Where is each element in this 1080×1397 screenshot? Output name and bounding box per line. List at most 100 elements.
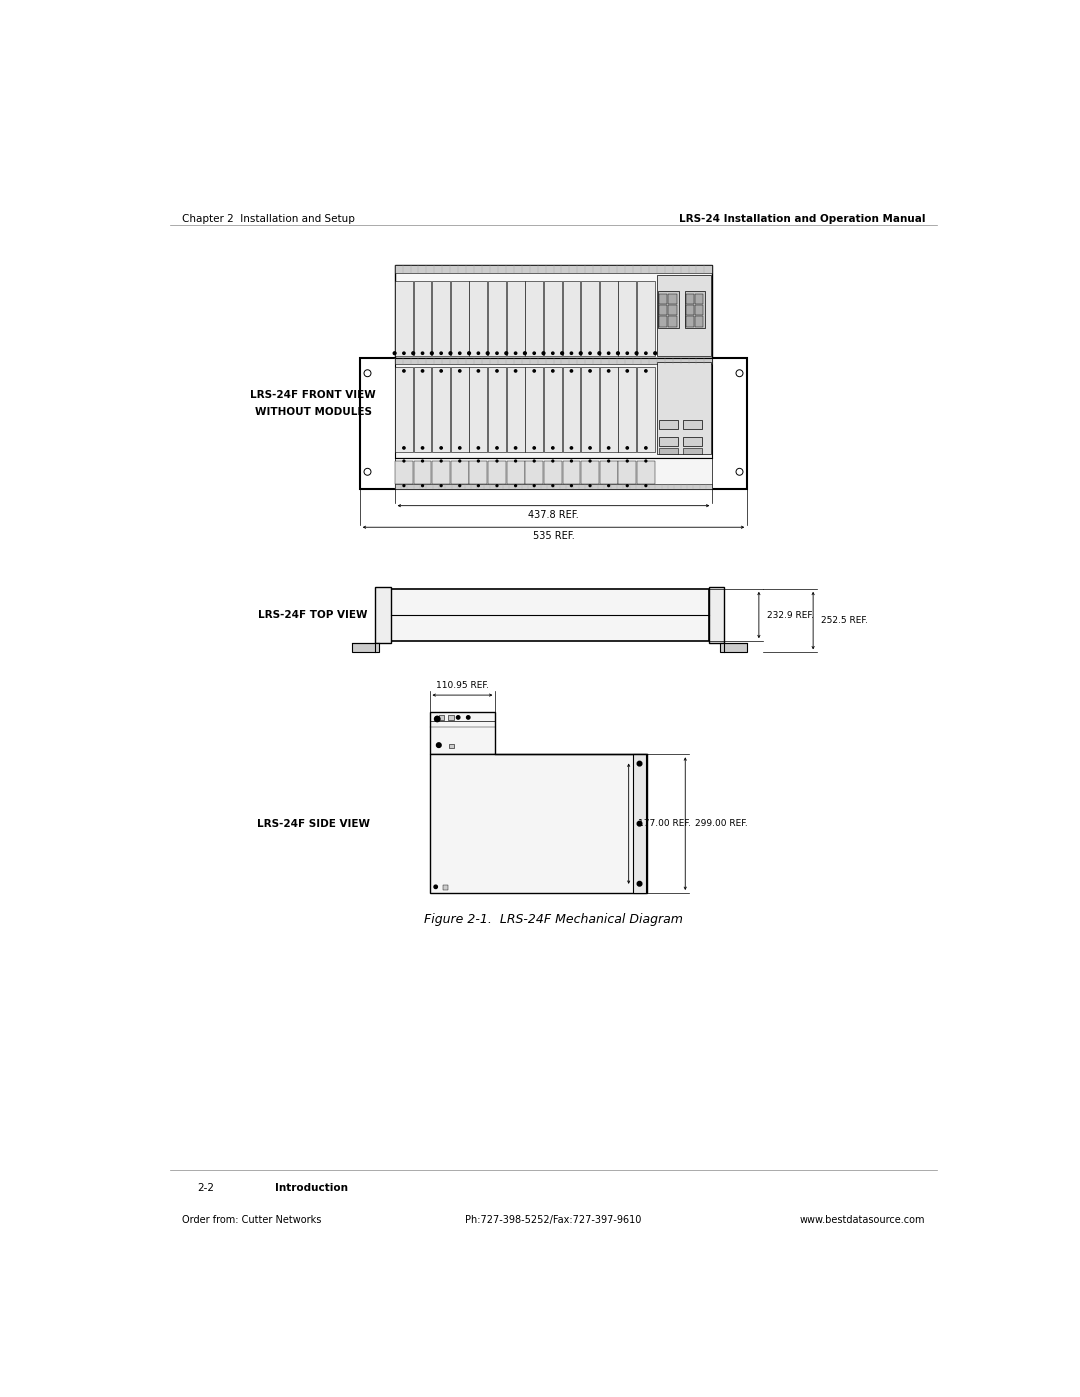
Bar (657, 362, 711, 454)
Bar (450, 367, 469, 451)
Circle shape (496, 460, 498, 462)
Circle shape (524, 352, 526, 355)
Bar (449, 743, 454, 749)
Circle shape (626, 370, 629, 372)
Circle shape (552, 485, 554, 486)
Circle shape (477, 447, 480, 448)
Circle shape (542, 352, 545, 355)
Bar (391, 588, 708, 598)
Circle shape (459, 352, 461, 355)
Circle shape (645, 460, 647, 462)
Bar (450, 461, 469, 485)
Bar (619, 367, 636, 451)
Bar (708, 587, 724, 643)
Bar (488, 281, 505, 356)
Text: LRS-24F FRONT VIEW: LRS-24F FRONT VIEW (251, 390, 376, 400)
Circle shape (477, 370, 480, 372)
Bar (581, 367, 599, 451)
Bar (633, 754, 647, 893)
Circle shape (440, 447, 443, 448)
Bar (581, 461, 599, 485)
Circle shape (570, 352, 572, 355)
Text: 110.95 REF.: 110.95 REF. (436, 680, 489, 690)
Bar (470, 367, 487, 451)
Bar (563, 281, 580, 356)
Bar (637, 461, 654, 485)
Circle shape (457, 715, 460, 719)
Circle shape (435, 717, 440, 721)
Circle shape (496, 370, 498, 372)
Circle shape (411, 352, 415, 355)
Circle shape (441, 485, 442, 486)
Text: LRS-24F SIDE VIEW: LRS-24F SIDE VIEW (257, 819, 369, 828)
Bar (432, 281, 450, 356)
Bar (657, 275, 711, 356)
Bar (394, 265, 713, 358)
Circle shape (403, 447, 405, 448)
Circle shape (607, 352, 610, 355)
Bar (444, 886, 448, 890)
Bar (659, 291, 679, 328)
Text: Order from: Cutter Networks: Order from: Cutter Networks (181, 1215, 321, 1225)
Bar (544, 281, 562, 356)
Circle shape (637, 882, 642, 886)
Bar (430, 712, 496, 754)
Circle shape (440, 352, 443, 355)
Circle shape (534, 352, 536, 355)
Circle shape (645, 485, 647, 486)
Text: www.bestdatasource.com: www.bestdatasource.com (800, 1215, 926, 1225)
Bar (686, 305, 693, 316)
Circle shape (459, 460, 461, 462)
Text: Introduction: Introduction (274, 1183, 348, 1193)
Bar (684, 420, 702, 429)
Circle shape (637, 761, 642, 766)
Bar (430, 754, 647, 893)
Bar (637, 281, 654, 356)
Bar (394, 358, 713, 458)
Bar (581, 281, 599, 356)
Bar (694, 317, 703, 327)
Circle shape (403, 485, 405, 486)
Circle shape (626, 352, 629, 355)
Circle shape (421, 460, 423, 462)
Bar (694, 293, 703, 305)
Bar (659, 305, 667, 316)
Circle shape (589, 460, 591, 462)
Circle shape (645, 352, 647, 355)
Bar (352, 643, 379, 652)
Circle shape (534, 485, 535, 486)
Text: 177.00 REF.: 177.00 REF. (638, 819, 691, 828)
Text: LRS-24F TOP VIEW: LRS-24F TOP VIEW (258, 610, 368, 620)
Circle shape (504, 352, 508, 355)
Bar (438, 715, 444, 719)
Circle shape (579, 352, 582, 355)
Circle shape (534, 370, 536, 372)
Circle shape (486, 352, 489, 355)
Circle shape (626, 460, 629, 462)
Text: Ph:727-398-5252/Fax:727-397-9610: Ph:727-398-5252/Fax:727-397-9610 (465, 1215, 642, 1225)
Text: Chapter 2  Installation and Setup: Chapter 2 Installation and Setup (181, 214, 354, 225)
Circle shape (440, 370, 443, 372)
Bar (432, 367, 450, 451)
Bar (619, 461, 636, 485)
Bar (414, 367, 431, 451)
Bar (414, 461, 431, 485)
Circle shape (496, 485, 498, 486)
Circle shape (403, 370, 405, 372)
Bar (395, 281, 413, 356)
Circle shape (477, 485, 480, 486)
Circle shape (552, 370, 554, 372)
Circle shape (434, 717, 440, 722)
Circle shape (637, 821, 642, 826)
Bar (659, 448, 678, 454)
Circle shape (570, 370, 572, 372)
Circle shape (459, 485, 461, 486)
Circle shape (552, 460, 554, 462)
Text: 437.8 REF.: 437.8 REF. (528, 510, 579, 520)
Bar (720, 643, 747, 652)
Circle shape (393, 352, 396, 355)
Circle shape (459, 370, 461, 372)
Bar (507, 281, 525, 356)
Circle shape (617, 352, 619, 355)
Bar (686, 293, 693, 305)
